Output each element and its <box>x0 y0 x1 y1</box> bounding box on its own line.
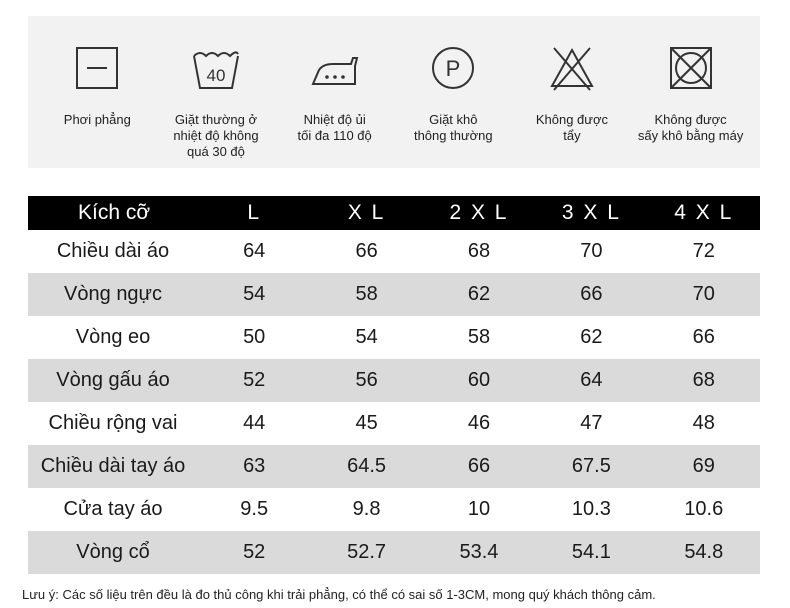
row-label: Cửa tay áo <box>63 498 163 520</box>
table-cell: 62 <box>422 273 536 316</box>
table-row: Cửa tay áo 9.5 9.8 10 10.3 10.6 <box>28 488 760 531</box>
table-cell: 54.1 <box>535 531 648 574</box>
table-row: Vòng gấu áo 52 56 60 64 68 <box>28 359 760 402</box>
care-item-iron: Nhiệt độ ủi tối đa 110 độ <box>277 42 392 144</box>
row-label: Chiều rộng vai <box>48 412 178 434</box>
size-chart-table: Kích cỡ L X L 2 X L 3 X L 4 X L Chiều dà… <box>28 196 760 574</box>
header-size-3xl: 3 X L <box>535 196 648 230</box>
care-item-no-bleach: Không được tẩy <box>514 42 629 144</box>
table-cell: 66 <box>692 326 715 348</box>
row-label: Chiều dài tay áo <box>28 445 198 488</box>
table-cell: 68 <box>467 240 491 262</box>
row-label: Chiều dài áo <box>56 240 170 262</box>
header-size-l: L <box>198 196 311 230</box>
table-cell: 64 <box>243 240 266 262</box>
wash-temperature-text: 40 <box>207 66 226 85</box>
table-cell: 70 <box>647 273 760 316</box>
no-bleach-icon <box>550 47 594 91</box>
table-cell: 56 <box>310 359 423 402</box>
dry-clean-p-icon: P <box>432 47 475 89</box>
header-size-label: Kích cỡ <box>28 196 198 230</box>
table-cell: 58 <box>310 273 423 316</box>
table-cell: 66 <box>355 240 378 262</box>
care-label: Không được sấy khô bằng máy <box>637 112 744 143</box>
measurement-note: Lưu ý: Các số liệu trên đều là đo thủ cô… <box>22 587 656 602</box>
table-cell: 52 <box>198 359 311 402</box>
iron-110-icon <box>311 57 358 85</box>
row-label: Vòng gấu áo <box>28 359 198 402</box>
table-cell: 68 <box>647 359 760 402</box>
table-row: Chiều dài tay áo 63 64.5 66 67.5 69 <box>28 445 760 488</box>
care-label: Không được tẩy <box>535 112 609 143</box>
care-label: Giặt khô thông thường <box>413 112 493 143</box>
table-cell: 52.7 <box>310 531 423 574</box>
care-label: Nhiệt độ ủi tối đa 110 độ <box>297 112 372 143</box>
care-label: Giặt thường ở nhiệt độ không quá 30 độ <box>173 112 259 159</box>
header-size-xl: X L <box>310 196 423 230</box>
table-row: Vòng ngực 54 58 62 66 70 <box>28 273 760 316</box>
header-size-4xl: 4 X L <box>647 196 760 230</box>
table-cell: 10 <box>467 498 491 520</box>
table-cell: 48 <box>692 412 715 434</box>
table-cell: 67.5 <box>535 445 648 488</box>
table-cell: 47 <box>580 412 603 434</box>
table-cell: 60 <box>422 359 536 402</box>
table-cell: 62 <box>580 326 603 348</box>
table-cell: 58 <box>467 326 491 348</box>
table-cell: 54 <box>355 326 378 348</box>
care-instructions-panel: Phơi phẳng 40 Giặt thường ở nhiệt độ khô… <box>28 16 760 168</box>
table-cell: 66 <box>422 445 536 488</box>
table-row: Vòng cổ 52 52.7 53.4 54.1 54.8 <box>28 531 760 574</box>
table-cell: 10.6 <box>684 498 724 520</box>
table-cell: 52 <box>198 531 311 574</box>
table-cell: 69 <box>647 445 760 488</box>
table-cell: 53.4 <box>422 531 536 574</box>
table-header-row: Kích cỡ L X L 2 X L 3 X L 4 X L <box>28 196 760 230</box>
table-row: Chiều rộng vai 44 45 46 47 48 <box>28 402 760 445</box>
table-cell: 10.3 <box>571 498 611 520</box>
wash-40-icon: 40 <box>193 51 239 89</box>
table-row: Chiều dài áo 64 66 68 70 72 <box>28 230 760 273</box>
header-size-2xl: 2 X L <box>422 196 536 230</box>
table-cell: 9.5 <box>240 498 269 520</box>
row-label: Vòng cổ <box>28 531 198 574</box>
table-row: Vòng eo 50 54 58 62 66 <box>28 316 760 359</box>
care-item-dry-clean: P Giặt khô thông thường <box>396 42 511 144</box>
care-item-dry-flat: Phơi phẳng <box>40 42 155 128</box>
table-cell: 46 <box>467 412 491 434</box>
care-label: Phơi phẳng <box>63 112 131 127</box>
table-cell: 64 <box>535 359 648 402</box>
care-item-no-tumble-dry: Không được sấy khô bằng máy <box>633 42 748 144</box>
table-cell: 66 <box>535 273 648 316</box>
dry-flat-icon <box>76 47 119 89</box>
table-cell: 45 <box>355 412 378 434</box>
table-cell: 50 <box>243 326 266 348</box>
row-label: Vòng ngực <box>28 273 198 316</box>
row-label: Vòng eo <box>75 326 151 348</box>
table-cell: 70 <box>580 240 603 262</box>
table-cell: 64.5 <box>310 445 423 488</box>
table-cell: 72 <box>692 240 715 262</box>
table-cell: 54 <box>198 273 311 316</box>
table-cell: 63 <box>198 445 311 488</box>
table-cell: 9.8 <box>352 498 381 520</box>
no-tumble-dry-icon <box>669 47 712 89</box>
dry-clean-letter: P <box>446 56 461 81</box>
table-cell: 44 <box>243 412 266 434</box>
care-item-wash-40: 40 Giặt thường ở nhiệt độ không quá 30 đ… <box>158 42 273 160</box>
table-cell: 54.8 <box>647 531 760 574</box>
